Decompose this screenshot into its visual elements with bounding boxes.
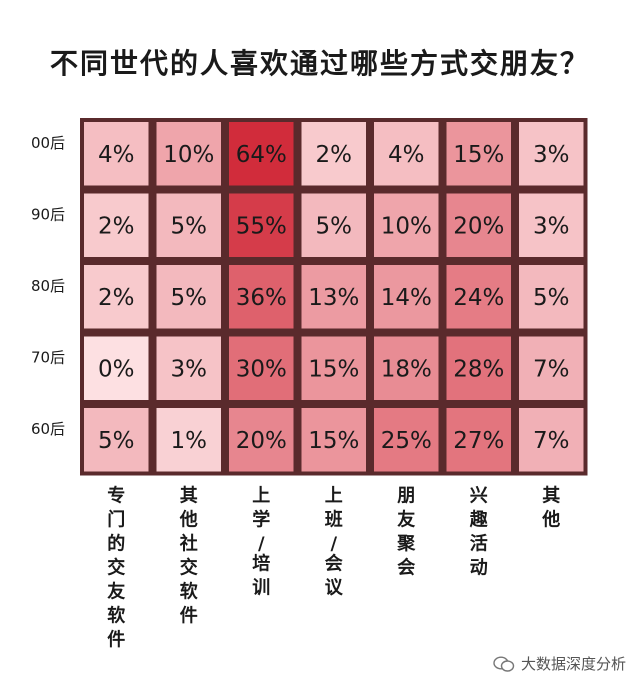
cell-value-label: 27% — [453, 428, 504, 454]
heatmap-cell — [374, 122, 439, 186]
cell-value-label: 3% — [171, 356, 208, 382]
heatmap-cell — [229, 122, 294, 186]
heatmap-cell — [301, 122, 366, 186]
heatmap-cell — [519, 408, 584, 472]
heatmap-cell — [301, 408, 366, 472]
cell-value-label: 7% — [533, 356, 570, 382]
cell-value-label: 24% — [453, 285, 504, 311]
heatmap-cell — [519, 122, 584, 186]
heatmap-cell — [84, 122, 149, 186]
cell-value-label: 64% — [236, 142, 287, 168]
heatmap-cell — [156, 265, 221, 329]
heatmap-cell — [374, 408, 439, 472]
heatmap-cell — [229, 408, 294, 472]
cell-value-label: 4% — [388, 142, 425, 168]
cell-value-label: 13% — [308, 285, 359, 311]
cell-value-label: 2% — [98, 285, 135, 311]
heatmap-cell — [84, 193, 149, 257]
heatmap-cell — [84, 408, 149, 472]
heatmap-cell — [156, 193, 221, 257]
cell-value-label: 20% — [236, 428, 287, 454]
heatmap-cell — [156, 336, 221, 400]
heatmap-cell — [229, 265, 294, 329]
cell-value-label: 28% — [453, 356, 504, 382]
cell-value-label: 5% — [316, 213, 353, 239]
heatmap-cell — [301, 336, 366, 400]
row-label: 60后 — [31, 420, 65, 438]
column-label: 其他 — [541, 486, 560, 531]
cell-value-label: 15% — [308, 356, 359, 382]
heatmap-cell — [84, 336, 149, 400]
heatmap-cell — [374, 336, 439, 400]
watermark: 大数据深度分析 — [493, 653, 626, 674]
row-label: 80后 — [31, 277, 65, 295]
cell-value-label: 25% — [381, 428, 432, 454]
cell-value-label: 0% — [98, 356, 135, 382]
column-label: 专门的交友软件 — [107, 485, 125, 651]
cell-value-label: 20% — [453, 213, 504, 239]
heatmap-cell — [84, 265, 149, 329]
cell-value-label: 3% — [533, 213, 570, 239]
column-label: 其他社交软件 — [179, 486, 198, 627]
heatmap-cell — [229, 336, 294, 400]
heatmap-cell — [446, 336, 511, 400]
cell-value-label: 36% — [236, 285, 287, 311]
cell-value-label: 5% — [171, 213, 208, 239]
cell-value-label: 55% — [236, 213, 287, 239]
cell-value-label: 7% — [533, 428, 570, 454]
watermark-text: 大数据深度分析 — [520, 655, 626, 673]
row-label: 70后 — [31, 348, 65, 366]
heatmap-cell — [156, 408, 221, 472]
heatmap-cell — [519, 265, 584, 329]
cell-value-label: 10% — [163, 142, 214, 168]
cell-value-label: 15% — [308, 428, 359, 454]
cell-value-label: 30% — [236, 356, 287, 382]
heatmap-cell — [374, 193, 439, 257]
heatmap-cell — [156, 122, 221, 186]
row-label: 90后 — [31, 205, 65, 223]
chart-title: 不同世代的人喜欢通过哪些方式交朋友？ — [49, 47, 590, 80]
cell-value-label: 5% — [171, 285, 208, 311]
heatmap-cell — [519, 336, 584, 400]
cell-value-label: 5% — [98, 428, 135, 454]
heatmap-cell — [374, 265, 439, 329]
cell-value-label: 5% — [533, 285, 570, 311]
column-label: 朋友聚会 — [396, 486, 416, 579]
column-label: 兴趣活动 — [469, 486, 489, 579]
column-label: 上学/培训 — [252, 486, 270, 599]
cell-value-label: 10% — [381, 213, 432, 239]
heatmap-cell — [519, 193, 584, 257]
cell-value-label: 2% — [316, 142, 353, 168]
heatmap-cell — [446, 408, 511, 472]
cell-value-label: 2% — [98, 213, 135, 239]
cell-value-label: 3% — [533, 142, 570, 168]
cell-value-label: 18% — [381, 356, 432, 382]
cell-value-label: 4% — [98, 142, 135, 168]
heatmap-cell — [301, 265, 366, 329]
cell-value-label: 14% — [381, 285, 432, 311]
heatmap-cell — [301, 193, 366, 257]
row-label: 00后 — [31, 134, 65, 152]
cell-value-label: 15% — [453, 142, 504, 168]
wechat-icon — [493, 655, 515, 672]
heatmap-cell — [446, 122, 511, 186]
heatmap-cell — [229, 193, 294, 257]
heatmap-cell — [446, 193, 511, 257]
cell-value-label: 1% — [171, 428, 208, 454]
heatmap-cell — [446, 265, 511, 329]
column-label: 上班/会议 — [325, 486, 344, 599]
